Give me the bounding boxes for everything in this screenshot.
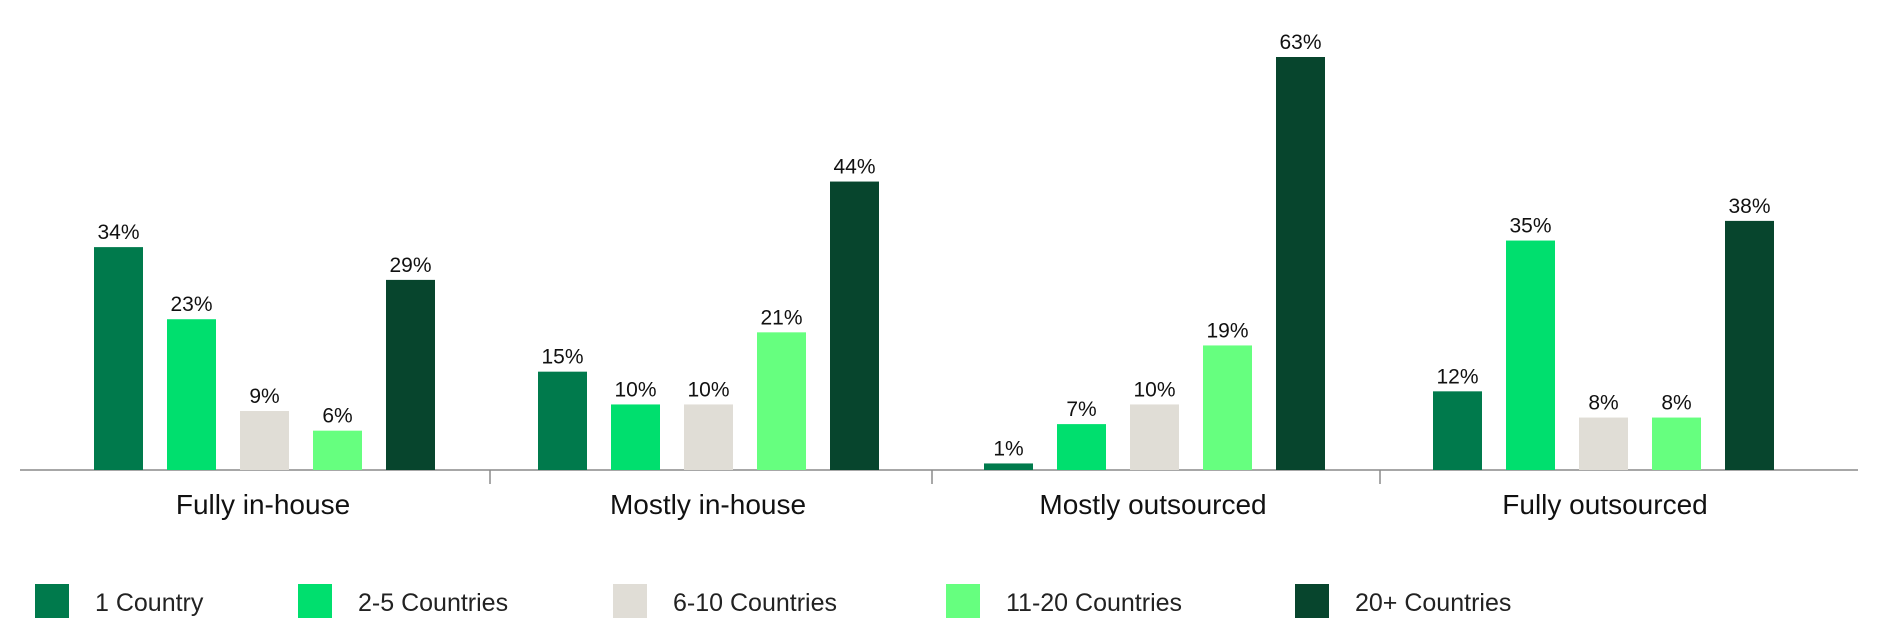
bar-mostly-in-house-2-5-countries: [611, 404, 660, 470]
bar-fully-in-house-20-countries: [386, 279, 435, 470]
value-label-fully-in-house-1-country: 34%: [97, 221, 139, 244]
legend-swatch-20-countries: [1295, 584, 1329, 618]
legend-label-2-5-countries: 2-5 Countries: [358, 589, 508, 617]
category-label-mostly-outsourced: Mostly outsourced: [1039, 489, 1266, 520]
value-label-fully-outsourced-1-country: 12%: [1436, 365, 1478, 388]
value-label-mostly-outsourced-2-5-countries: 7%: [1066, 398, 1096, 421]
value-label-mostly-in-house-1-country: 15%: [541, 346, 583, 369]
value-label-fully-outsourced-2-5-countries: 35%: [1509, 215, 1551, 238]
bar-mostly-in-house-1-country: [538, 371, 587, 470]
bar-fully-in-house-6-10-countries: [240, 411, 289, 470]
bar-fully-in-house-1-country: [94, 247, 143, 470]
legend: 1 Country 2-5 Countries 6-10 Countries 11-2…: [35, 584, 1511, 618]
value-label-mostly-in-house-6-10-countries: 10%: [687, 378, 729, 401]
bar-mostly-outsourced-6-10-countries: [1130, 404, 1179, 470]
bar-mostly-in-house-11-20-countries: [757, 332, 806, 470]
bar-fully-outsourced-6-10-countries: [1579, 417, 1628, 470]
bar-mostly-outsourced-20-countries: [1276, 57, 1325, 470]
bar-fully-outsourced-11-20-countries: [1652, 417, 1701, 470]
value-label-fully-in-house-2-5-countries: 23%: [170, 293, 212, 316]
bar-mostly-in-house-6-10-countries: [684, 404, 733, 470]
value-label-fully-outsourced-11-20-countries: 8%: [1661, 392, 1691, 415]
legend-swatch-6-10-countries: [613, 584, 647, 618]
bar-mostly-outsourced-2-5-countries: [1057, 424, 1106, 470]
value-label-fully-in-house-6-10-countries: 9%: [249, 385, 279, 408]
bar-mostly-outsourced-1-country: [984, 463, 1033, 470]
value-label-fully-outsourced-6-10-countries: 8%: [1588, 392, 1618, 415]
value-label-mostly-outsourced-1-country: 1%: [993, 437, 1023, 460]
value-label-mostly-outsourced-11-20-countries: 19%: [1206, 319, 1248, 342]
legend-label-1-country: 1 Country: [95, 589, 204, 617]
value-label-mostly-in-house-11-20-countries: 21%: [760, 306, 802, 329]
legend-swatch-1-country: [35, 584, 69, 618]
legend-label-11-20-countries: 11-20 Countries: [1006, 589, 1182, 617]
category-label-fully-in-house: Fully in-house: [176, 489, 350, 520]
value-label-mostly-outsourced-20-countries: 63%: [1279, 31, 1321, 54]
bar-fully-outsourced-1-country: [1433, 391, 1482, 470]
bar-fully-in-house-2-5-countries: [167, 319, 216, 470]
value-label-fully-in-house-20-countries: 29%: [389, 254, 431, 277]
value-label-mostly-outsourced-6-10-countries: 10%: [1133, 378, 1175, 401]
category-label-mostly-in-house: Mostly in-house: [610, 489, 806, 520]
bars-layer: [94, 57, 1774, 471]
bar-fully-outsourced-20-countries: [1725, 220, 1774, 470]
category-label-fully-outsourced: Fully outsourced: [1502, 489, 1707, 520]
legend-swatch-11-20-countries: [946, 584, 980, 618]
value-label-mostly-in-house-2-5-countries: 10%: [614, 378, 656, 401]
bar-fully-in-house-11-20-countries: [313, 430, 362, 470]
legend-swatch-2-5-countries: [298, 584, 332, 618]
bar-fully-outsourced-2-5-countries: [1506, 240, 1555, 470]
value-label-fully-outsourced-20-countries: 38%: [1728, 195, 1770, 218]
value-label-fully-in-house-11-20-countries: 6%: [322, 405, 352, 428]
bar-mostly-outsourced-11-20-countries: [1203, 345, 1252, 470]
category-labels-layer: Fully in-house Mostly in-house Mostly outs…: [176, 489, 1708, 520]
value-labels-layer: 34% 23% 9% 6% 29% 15% 10% 10% 21% 44% 1% 7% 10% 19% 63…: [97, 31, 1770, 460]
category-separators: [489, 470, 1381, 484]
legend-label-20-countries: 20+ Countries: [1355, 589, 1511, 617]
legend-label-6-10-countries: 6-10 Countries: [673, 589, 837, 617]
value-label-mostly-in-house-20-countries: 44%: [833, 156, 875, 179]
bar-mostly-in-house-20-countries: [830, 181, 879, 471]
